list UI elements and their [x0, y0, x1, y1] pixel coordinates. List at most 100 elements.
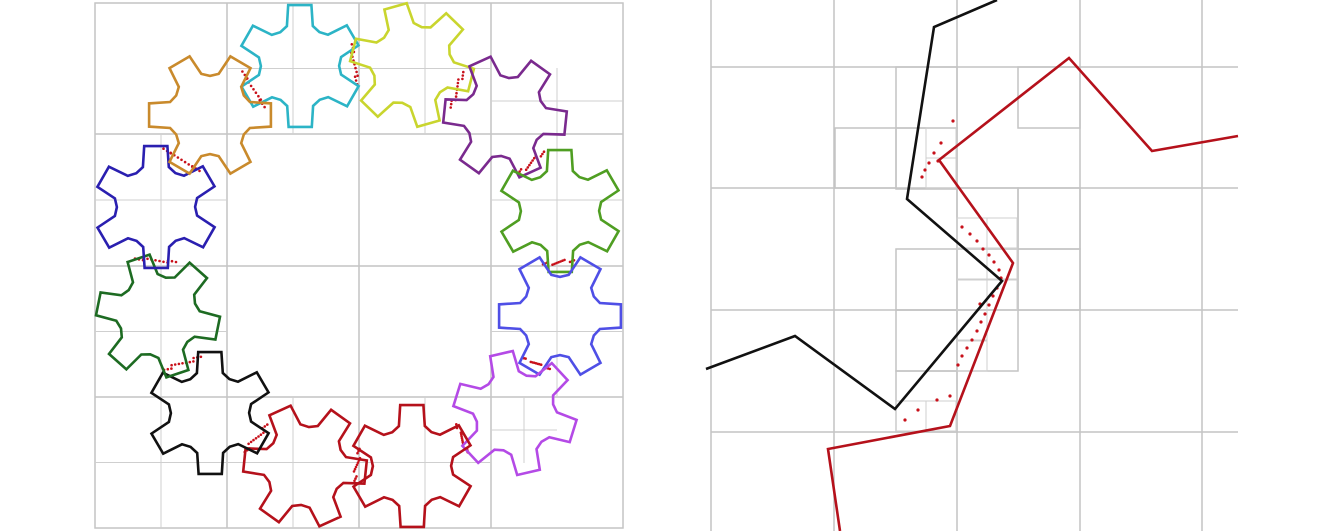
contact-point	[257, 94, 260, 98]
contact-point	[903, 418, 907, 422]
contact-point	[557, 261, 560, 264]
contact-point	[916, 408, 920, 412]
gear-red-left	[241, 404, 369, 528]
zoom-red-curve	[826, 56, 1239, 531]
gear-orange	[147, 54, 273, 176]
contact-point	[183, 160, 187, 164]
contact-point	[162, 147, 165, 150]
contact-point	[354, 79, 358, 82]
zoom-grid-cell	[895, 309, 958, 372]
contact-point	[354, 465, 358, 469]
contact-point	[352, 470, 356, 473]
contact-point	[356, 74, 359, 77]
contact-point	[531, 159, 534, 162]
contact-point	[456, 81, 460, 85]
contact-point	[188, 360, 192, 364]
contact-point	[462, 70, 465, 74]
contact-point	[563, 258, 566, 262]
contact-point	[249, 440, 253, 444]
contact-point	[192, 356, 195, 360]
gear-lilac	[451, 349, 579, 477]
gear-ring-overview-panel	[94, 1, 624, 529]
contact-point	[975, 239, 979, 243]
contact-point	[542, 150, 546, 153]
contact-point	[997, 268, 1001, 272]
contact-point	[519, 168, 523, 171]
contact-point	[461, 74, 465, 77]
contact-point	[932, 151, 936, 155]
contact-point	[174, 260, 178, 264]
contact-point	[951, 119, 955, 123]
contact-point	[920, 175, 924, 179]
gear-ring	[94, 1, 623, 529]
contact-point	[187, 163, 190, 166]
contact-point	[180, 158, 183, 162]
contact-point	[247, 442, 250, 446]
zoom-grid-cell	[834, 127, 897, 189]
zoom-grid-cell	[1017, 66, 1081, 129]
contact-point	[532, 156, 536, 160]
gear-dark-green	[94, 252, 222, 380]
contact-point	[568, 260, 572, 264]
contact-point	[252, 438, 255, 442]
contact-point	[956, 363, 960, 367]
contact-point	[970, 338, 974, 342]
zoom-grid-subcell	[895, 400, 927, 432]
contact-point	[263, 425, 267, 428]
contact-point	[526, 166, 530, 169]
contact-point	[449, 102, 453, 106]
contact-point	[561, 259, 564, 263]
contact-point	[948, 394, 952, 398]
contact-point	[528, 163, 531, 167]
contact-point	[354, 477, 357, 480]
contact-point	[170, 363, 173, 367]
contact-point	[461, 77, 464, 81]
contact-point	[198, 169, 201, 173]
contact-point	[939, 141, 943, 145]
gear-green	[499, 148, 621, 274]
gear-black	[149, 350, 271, 476]
contact-point	[551, 263, 554, 267]
zoom-black-curve	[705, 0, 1004, 411]
contact-point	[257, 435, 260, 438]
contact-point	[241, 70, 244, 73]
contact-point	[529, 360, 533, 364]
contact-point	[158, 259, 161, 263]
contact-point	[456, 85, 459, 88]
contact-point	[356, 461, 360, 464]
contact-point	[177, 362, 181, 366]
contact-point	[350, 43, 354, 46]
contact-point	[173, 363, 177, 366]
contact-point	[170, 367, 173, 370]
contact-point	[541, 152, 544, 156]
zoom-grid-cell	[1017, 187, 1081, 250]
contact-point	[454, 95, 458, 98]
contact-point	[353, 75, 357, 78]
contact-point	[354, 66, 357, 70]
gear-red-right	[351, 403, 473, 529]
contact-point	[353, 479, 356, 483]
contact-point	[254, 437, 258, 440]
contact-point	[553, 262, 556, 266]
zoom-grid-subcell	[925, 400, 957, 432]
contact-point	[263, 105, 266, 109]
contact-point	[252, 88, 255, 91]
contact-points-left	[133, 43, 576, 483]
zoom-grid-cell	[895, 248, 958, 311]
contact-point	[449, 106, 453, 109]
contact-point	[457, 78, 460, 81]
contact-point	[455, 91, 458, 95]
contact-point	[181, 362, 184, 365]
contact-point	[355, 463, 359, 467]
contact-point	[169, 151, 172, 155]
contact-point	[524, 168, 528, 171]
contact-point	[176, 156, 180, 159]
gear-yellow-green	[348, 1, 476, 129]
zoom-grid-cell	[1017, 248, 1081, 311]
contact-point	[353, 467, 357, 471]
gear-navy	[95, 144, 217, 270]
zoomed-gear-outlines	[705, 0, 1239, 531]
gear-blue-violet	[497, 255, 623, 377]
contact-point	[356, 451, 359, 455]
